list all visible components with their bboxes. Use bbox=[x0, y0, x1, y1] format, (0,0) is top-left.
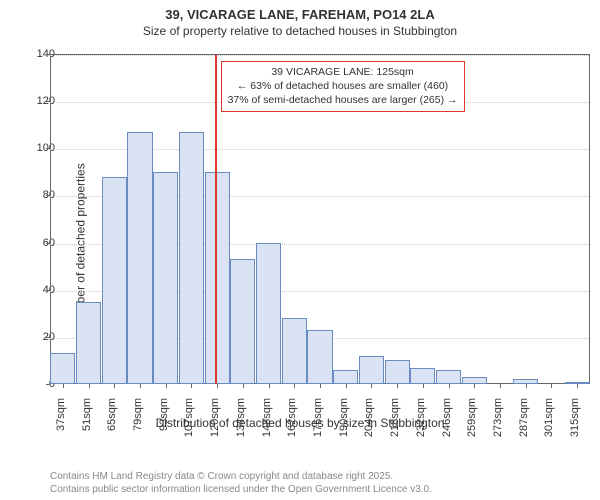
footer-line: Contains public sector information licen… bbox=[50, 483, 432, 496]
x-tick-mark bbox=[423, 384, 424, 388]
x-tick-mark bbox=[397, 384, 398, 388]
y-axis bbox=[50, 55, 51, 384]
bar bbox=[462, 377, 487, 384]
x-tick-mark bbox=[346, 384, 347, 388]
x-tick-mark bbox=[114, 384, 115, 388]
x-tick-mark bbox=[191, 384, 192, 388]
x-tick-mark bbox=[166, 384, 167, 388]
bar bbox=[153, 172, 178, 384]
chart-title: 39, VICARAGE LANE, FAREHAM, PO14 2LA bbox=[0, 0, 600, 24]
gridline bbox=[50, 55, 589, 56]
bar bbox=[410, 368, 435, 385]
bar bbox=[333, 370, 358, 384]
x-tick-mark bbox=[269, 384, 270, 388]
bar bbox=[205, 172, 230, 384]
marker-info-box: 39 VICARAGE LANE: 125sqm← 63% of detache… bbox=[221, 61, 465, 112]
x-tick-mark bbox=[320, 384, 321, 388]
bar bbox=[102, 177, 127, 384]
x-tick-mark bbox=[577, 384, 578, 388]
x-tick-mark bbox=[140, 384, 141, 388]
bar bbox=[282, 318, 307, 384]
bar bbox=[179, 132, 204, 384]
x-tick-mark bbox=[63, 384, 64, 388]
x-tick-mark bbox=[551, 384, 552, 388]
bar bbox=[436, 370, 461, 384]
x-tick-mark bbox=[294, 384, 295, 388]
bar bbox=[50, 353, 75, 384]
info-box-line: 39 VICARAGE LANE: 125sqm bbox=[228, 65, 458, 79]
x-tick-mark bbox=[371, 384, 372, 388]
info-box-line: 37% of semi-detached houses are larger (… bbox=[228, 93, 458, 107]
bar bbox=[307, 330, 332, 384]
x-tick-mark bbox=[243, 384, 244, 388]
x-tick-mark bbox=[500, 384, 501, 388]
marker-line bbox=[215, 55, 217, 384]
x-tick-mark bbox=[89, 384, 90, 388]
x-axis-label: Distribution of detached houses by size … bbox=[0, 416, 600, 430]
bar bbox=[76, 302, 101, 385]
x-tick-mark bbox=[449, 384, 450, 388]
x-tick-mark bbox=[217, 384, 218, 388]
info-box-line: ← 63% of detached houses are smaller (46… bbox=[228, 79, 458, 93]
bar bbox=[230, 259, 255, 384]
bar bbox=[127, 132, 152, 384]
plot-area: 39 VICARAGE LANE: 125sqm← 63% of detache… bbox=[50, 54, 590, 384]
y-tick-mark bbox=[46, 384, 50, 385]
bar bbox=[359, 356, 384, 384]
x-tick-mark bbox=[526, 384, 527, 388]
footer-attribution: Contains HM Land Registry data © Crown c… bbox=[50, 470, 432, 496]
chart-container: 39, VICARAGE LANE, FAREHAM, PO14 2LA Siz… bbox=[0, 0, 600, 500]
bar bbox=[256, 243, 281, 384]
footer-line: Contains HM Land Registry data © Crown c… bbox=[50, 470, 432, 483]
bar bbox=[385, 360, 410, 384]
x-tick-mark bbox=[474, 384, 475, 388]
chart-area: Number of detached properties 0204060801… bbox=[0, 46, 600, 446]
chart-subtitle: Size of property relative to detached ho… bbox=[0, 24, 600, 42]
